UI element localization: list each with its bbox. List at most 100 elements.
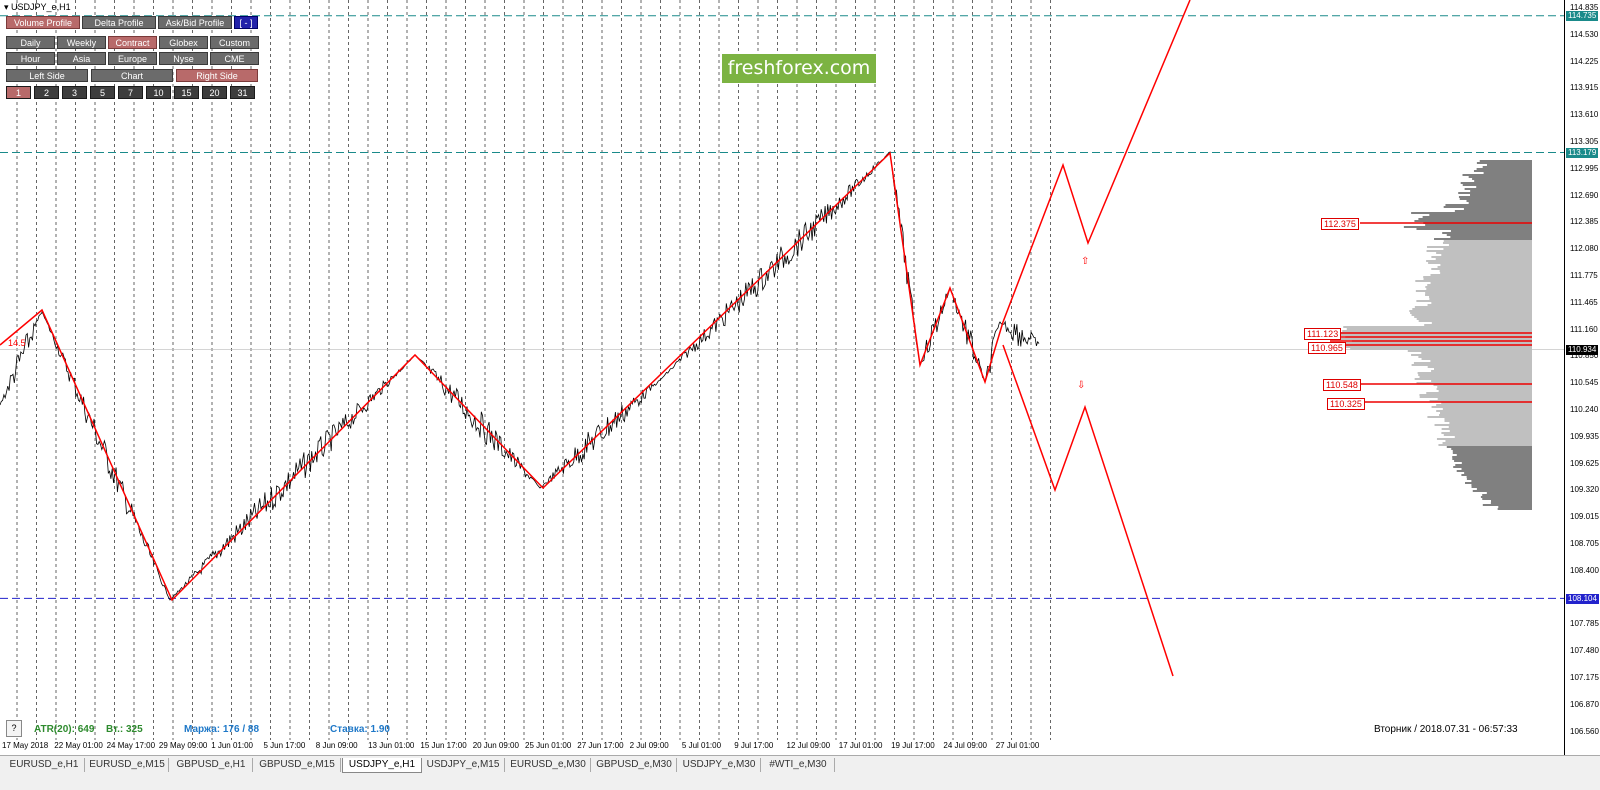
volume-profile-bar [1419, 394, 1532, 396]
volume-profile-bar [1480, 496, 1532, 498]
period-weekly-button[interactable]: Weekly [57, 36, 106, 49]
volume-profile-bar [1421, 358, 1532, 360]
volume-profile-bar [1411, 212, 1532, 214]
period-custom-button[interactable]: Custom [210, 36, 259, 49]
chart-tab[interactable]: GBPUSD_e,M30 [592, 758, 677, 772]
price-series [0, 151, 1040, 601]
volume-profile-bar [1429, 214, 1532, 216]
session-europe-button[interactable]: Europe [108, 52, 157, 65]
volume-profile-bar [1418, 218, 1532, 220]
volume-profile-bar [1425, 294, 1532, 296]
volume-profile-bar [1442, 442, 1532, 444]
count-7-button[interactable]: 7 [118, 86, 143, 99]
chart-tab[interactable]: #WTI_e,M30 [762, 758, 835, 772]
tab-volume-profile-button[interactable]: Volume Profile [6, 16, 80, 29]
chart-tab[interactable]: GBPUSD_e,H1 [170, 758, 253, 772]
volume-profile-bar [1482, 504, 1532, 506]
volume-profile-bar [1426, 250, 1532, 252]
volume-profile-bar [1426, 260, 1532, 262]
time-tick: 24 May 17:00 [106, 741, 156, 750]
time-tick: 5 Jul 01:00 [681, 741, 722, 750]
help-button[interactable]: ? [6, 720, 22, 737]
count-5-button[interactable]: 5 [90, 86, 115, 99]
volume-profile-bar [1412, 308, 1532, 310]
volume-profile-bar [1418, 356, 1532, 358]
volume-profile-bar [1435, 258, 1532, 260]
period-contract-button[interactable]: Contract [108, 36, 157, 49]
volume-profile-bar [1411, 364, 1532, 366]
count-3-button[interactable]: 3 [62, 86, 87, 99]
vt-readout: Вт.: 325 [106, 724, 143, 735]
volume-profile-bar [1410, 312, 1532, 314]
volume-profile-bar [1476, 488, 1532, 490]
volume-profile-bar [1458, 196, 1532, 198]
chart-tab[interactable]: EURUSD_e,M30 [506, 758, 591, 772]
time-tick: 25 Jun 01:00 [525, 741, 572, 750]
price-tick: 107.480 [1570, 646, 1599, 656]
chart-tab[interactable]: EURUSD_e,H1 [4, 758, 85, 772]
volume-profile-bar [1416, 382, 1532, 384]
volume-profile-bar [1428, 262, 1532, 264]
volume-profile-bar [1439, 414, 1532, 416]
volume-profile-bar [1414, 378, 1532, 380]
time-tick: 27 Jun 17:00 [577, 741, 624, 750]
chart-tab[interactable]: EURUSD_e,M15 [86, 758, 169, 772]
price-tick: 111.775 [1570, 271, 1598, 280]
volume-level-tag: 112.375 [1321, 218, 1359, 230]
time-tick: 29 May 09:00 [158, 741, 208, 750]
volume-profile-bar [1465, 482, 1532, 484]
side-chart-button[interactable]: Chart [91, 69, 173, 82]
count-20-button[interactable]: 20 [202, 86, 227, 99]
volume-profile-bar [1427, 366, 1532, 368]
count-31-button[interactable]: 31 [230, 86, 255, 99]
volume-profile-bar [1490, 502, 1532, 504]
volume-profile-bar [1413, 362, 1532, 364]
price-chart[interactable]: ⇧ ⇩ 14.5 [0, 0, 1565, 755]
volume-profile-bar [1417, 372, 1532, 374]
time-tick: 8 Jun 09:00 [315, 741, 358, 750]
chart-tab[interactable]: USDJPY_e,H1 [342, 758, 422, 773]
side-left-side-button[interactable]: Left Side [6, 69, 88, 82]
volume-profile-bar [1437, 398, 1532, 400]
period-daily-button[interactable]: Daily [6, 36, 55, 49]
volume-profile-bar [1466, 200, 1532, 202]
time-tick: 24 Jul 09:00 [943, 741, 987, 750]
volume-profile-bar [1479, 160, 1532, 162]
volume-profile-bar [1471, 486, 1532, 488]
price-tick: 114.835 [1570, 3, 1599, 12]
session-cme-button[interactable]: CME [210, 52, 259, 65]
symbol-label-text: USDJPY_e,H1 [11, 2, 71, 12]
volume-profile-bar [1445, 204, 1532, 206]
tab-delta-profile-button[interactable]: Delta Profile [82, 16, 156, 29]
chart-tab[interactable]: USDJPY_e,M15 [422, 758, 505, 772]
volume-profile-bar [1436, 438, 1532, 440]
chart-tab[interactable]: USDJPY_e,M30 [678, 758, 761, 772]
count-2-button[interactable]: 2 [34, 86, 59, 99]
session-hour-button[interactable]: Hour [6, 52, 55, 65]
tab-------button[interactable]: [ - ] [234, 16, 258, 29]
volume-profile-bar [1470, 190, 1532, 192]
session-nyse-button[interactable]: Nyse [159, 52, 208, 65]
count-1-button[interactable]: 1 [6, 86, 31, 99]
volume-profile-bar [1414, 316, 1532, 318]
session-asia-button[interactable]: Asia [57, 52, 106, 65]
volume-profile-bar [1482, 166, 1532, 168]
volume-profile-bar [1414, 306, 1532, 308]
side-right-side-button[interactable]: Right Side [176, 69, 258, 82]
price-tick: 111.160 [1570, 324, 1598, 334]
chart-area[interactable]: ⇧ ⇩ 14.5 ▾ USDJPY_e,H1 Volume Profile Delta… [0, 0, 1565, 755]
volume-profile-bar [1444, 420, 1532, 422]
count-15-button[interactable]: 15 [174, 86, 199, 99]
volume-profile-bar [1476, 162, 1532, 164]
price-axis[interactable]: 114.835 114.530 114.225 113.915 113.610 113.3… [1565, 0, 1600, 755]
tab-ask-bid-profile-button[interactable]: Ask/Bid Profile [158, 16, 232, 29]
volume-profile-bar [1456, 454, 1532, 456]
time-tick: 27 Jul 01:00 [995, 741, 1040, 750]
count-10-button[interactable]: 10 [146, 86, 171, 99]
volume-profile-bar [1423, 276, 1532, 278]
time-tick: 15 Jun 17:00 [420, 741, 467, 750]
period-globex-button[interactable]: Globex [159, 36, 208, 49]
volume-profile-bar [1443, 206, 1532, 208]
symbol-label: ▾ USDJPY_e,H1 [4, 2, 71, 13]
chart-tab[interactable]: GBPUSD_e,M15 [254, 758, 341, 772]
